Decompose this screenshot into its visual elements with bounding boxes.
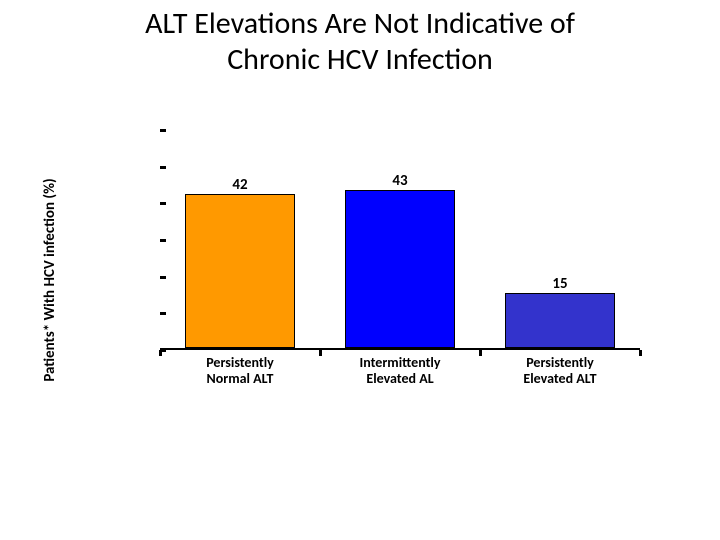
x-tick xyxy=(159,350,162,356)
y-axis-label: Patients* With HCV infection (%) xyxy=(41,178,59,381)
bar-value-label: 43 xyxy=(392,172,407,190)
x-tick xyxy=(479,350,482,356)
category-label: Persistently Normal ALT xyxy=(206,355,274,387)
plot-area: 42Persistently Normal ALT43Intermittentl… xyxy=(160,130,640,350)
bar xyxy=(345,190,455,348)
category-label: Persistently Elevated ALT xyxy=(523,355,596,387)
y-tick xyxy=(160,312,166,315)
x-tick xyxy=(639,350,642,356)
y-tick xyxy=(160,276,166,279)
category-label: Intermittently Elevated AL xyxy=(359,355,440,387)
x-axis-line xyxy=(160,348,640,350)
slide: ALT Elevations Are Not Indicative ofChro… xyxy=(0,0,720,540)
slide-title: ALT Elevations Are Not Indicative ofChro… xyxy=(0,6,720,78)
y-tick xyxy=(160,202,166,205)
y-tick xyxy=(160,129,166,132)
x-tick xyxy=(319,350,322,356)
bar xyxy=(185,194,295,348)
bar-value-label: 15 xyxy=(552,275,567,293)
bar xyxy=(505,293,615,348)
chart: Patients* With HCV infection (%) 42Persi… xyxy=(60,130,660,430)
y-tick xyxy=(160,239,166,242)
y-tick xyxy=(160,166,166,169)
bar-value-label: 42 xyxy=(232,176,247,194)
